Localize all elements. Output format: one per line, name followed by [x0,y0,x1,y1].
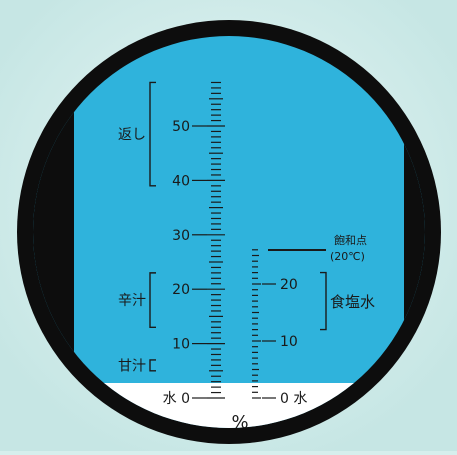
right-scale-label: 0 水 [280,391,307,407]
left-scale-label: 50 [172,119,190,135]
right-scale [252,249,261,399]
right-range-bracket [320,271,327,331]
left-range-bracket [149,81,156,187]
saturation-temp: (20℃) [330,250,365,263]
left-range-label: 甘汁 [118,358,146,374]
unit-label: % [231,412,248,433]
right-scale-label: 10 [280,334,298,350]
left-range-bracket [149,359,156,372]
left-scale-label: 20 [172,282,190,298]
left-scale-label: 水 0 [163,391,190,407]
right-range-label: 食塩水 [330,293,375,311]
left-scale-label: 30 [172,228,190,244]
saturation-label: 飽和点 [334,233,367,247]
left-scale [207,81,225,399]
right-scale-label: 20 [280,277,298,293]
left-range-bracket [149,272,156,328]
right-scale-labels: 0 水 10 20 [262,277,307,407]
left-range-label: 辛汁 [118,293,146,309]
left-scale-label: 10 [172,337,190,353]
left-scale-label: 40 [172,173,190,189]
left-scale-labels: 水 0 10 20 30 40 50 [163,119,207,407]
left-range-label: 返し [118,127,146,143]
